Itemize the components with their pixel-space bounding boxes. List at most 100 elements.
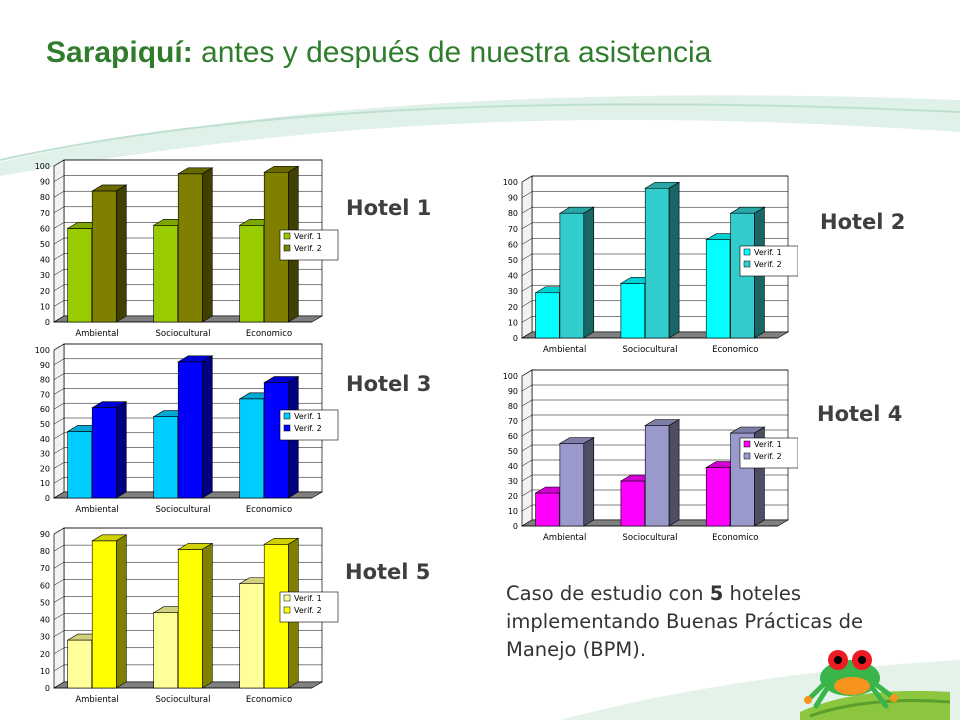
- gridline: [53, 206, 322, 214]
- hotel-4-label: Hotel 4: [817, 402, 903, 426]
- y-tick-label: 0: [513, 522, 518, 531]
- y-tick-label: 60: [40, 224, 50, 233]
- legend-entry: Verif. 2: [754, 452, 782, 461]
- gridline: [53, 417, 322, 425]
- y-tick-label: 10: [40, 667, 50, 676]
- legend-swatch: [743, 452, 751, 460]
- legend-swatch: [743, 248, 751, 256]
- gridline: [53, 222, 322, 229]
- gridline: [53, 253, 322, 260]
- legend-entry: Verif. 2: [754, 260, 782, 269]
- y-tick-label: 10: [40, 479, 50, 488]
- legend-hotel3: Verif. 1 Verif. 2: [279, 409, 339, 441]
- gridline: [53, 373, 322, 380]
- y-tick-label: 50: [508, 447, 518, 456]
- hotel-2-label: Hotel 2: [820, 210, 906, 234]
- chart-hotel-3: 0 10 20 30 40 50 60 70 80 90 100 Ambiental Sociocult…: [35, 343, 339, 515]
- gridline: [521, 222, 788, 230]
- hotel-1-label: Hotel 1: [346, 196, 432, 220]
- caption-text: Caso de estudio con 5 hoteles implementa…: [506, 580, 926, 664]
- legend-hotel4: Verif. 1 Verif. 2: [739, 437, 798, 469]
- bar-hotel3-ambiental-series-2: [91, 401, 128, 499]
- gridline: [53, 284, 322, 292]
- x-category-label: Ambiental: [543, 345, 586, 355]
- legend-swatch: [283, 594, 291, 602]
- y-tick-label: 50: [40, 240, 50, 249]
- legend-swatch: [283, 412, 291, 420]
- gridline: [521, 316, 788, 323]
- gridline: [521, 284, 788, 292]
- y-tick-label: 30: [508, 287, 518, 296]
- legend-entry: Verif. 1: [294, 232, 322, 241]
- y-tick-label: 100: [503, 178, 518, 187]
- gridline: [53, 237, 322, 245]
- y-tick-label: 70: [40, 390, 50, 399]
- y-tick-label: 90: [40, 178, 50, 187]
- x-category-label: Sociocultural: [622, 345, 677, 355]
- gridline: [53, 664, 322, 672]
- x-category-label: Ambiental: [75, 505, 118, 515]
- plot-side-wall: [53, 527, 65, 689]
- y-tick-label: 90: [40, 361, 50, 370]
- chart-hotel-1: 0 10 20 30 40 50 60 70 80 90 100 Ambiental Sociocult…: [35, 159, 339, 339]
- gridline: [53, 596, 322, 603]
- y-tick-label: 40: [508, 462, 518, 471]
- gridline: [521, 253, 788, 261]
- y-tick-label: 0: [45, 494, 50, 503]
- legend-entry: Verif. 2: [294, 606, 322, 615]
- hotel-5-label: Hotel 5: [345, 560, 431, 584]
- y-tick-label: 60: [508, 432, 518, 441]
- gridline: [53, 544, 322, 552]
- y-tick-label: 10: [508, 318, 518, 327]
- y-tick-label: 80: [508, 209, 518, 218]
- y-tick-label: 30: [40, 633, 50, 642]
- y-tick-label: 20: [40, 287, 50, 296]
- page-title: Sarapiquí: antes y después de nuestra as…: [46, 36, 711, 70]
- frog-logo-icon: [800, 650, 950, 720]
- gridline: [53, 175, 322, 182]
- y-tick-label: 100: [35, 346, 50, 355]
- y-tick-label: 20: [40, 650, 50, 659]
- gridline: [53, 647, 322, 654]
- y-tick-label: 0: [45, 684, 50, 693]
- gridline: [53, 527, 322, 535]
- y-tick-label: 90: [508, 194, 518, 203]
- x-category-label: Economico: [246, 505, 292, 515]
- caption-prefix: Caso de estudio con: [506, 582, 710, 605]
- gridline: [53, 268, 322, 276]
- x-category-label: Sociocultural: [155, 505, 210, 515]
- gridline: [521, 414, 788, 422]
- y-tick-label: 80: [40, 193, 50, 202]
- y-tick-label: 10: [508, 507, 518, 516]
- y-tick-label: 60: [40, 581, 50, 590]
- gridline: [53, 358, 322, 366]
- title-rest: antes y después de nuestra asistencia: [192, 36, 712, 69]
- y-tick-label: 70: [508, 417, 518, 426]
- x-category-label: Ambiental: [75, 329, 118, 339]
- y-tick-label: 70: [40, 564, 50, 573]
- bar-hotel1-ambiental-series-2: [91, 184, 128, 323]
- bar-hotel3-sociocultural-series-2: [177, 355, 214, 499]
- y-tick-label: 60: [508, 240, 518, 249]
- gridline: [53, 343, 322, 351]
- gridline: [521, 269, 788, 276]
- y-tick-label: 40: [40, 256, 50, 265]
- x-category-label: Sociocultural: [155, 695, 210, 705]
- gridline: [53, 300, 322, 307]
- legend-entry: Verif. 1: [294, 594, 322, 603]
- gridline: [521, 429, 788, 437]
- x-category-label: Economico: [246, 695, 292, 705]
- y-tick-label: 30: [508, 477, 518, 486]
- y-tick-label: 70: [40, 209, 50, 218]
- title-strong: Sarapiquí:: [46, 36, 193, 69]
- y-tick-label: 100: [503, 372, 518, 381]
- hotel-3-label: Hotel 3: [346, 372, 432, 396]
- gridline: [521, 369, 788, 377]
- caption-suffix: hoteles implementando Buenas Prácticas d…: [506, 582, 863, 661]
- gridline: [521, 238, 788, 245]
- gridline: [521, 300, 788, 308]
- gridline: [53, 476, 322, 484]
- x-category-label: Sociocultural: [155, 329, 210, 339]
- y-tick-label: 80: [508, 402, 518, 411]
- gridline: [53, 190, 322, 198]
